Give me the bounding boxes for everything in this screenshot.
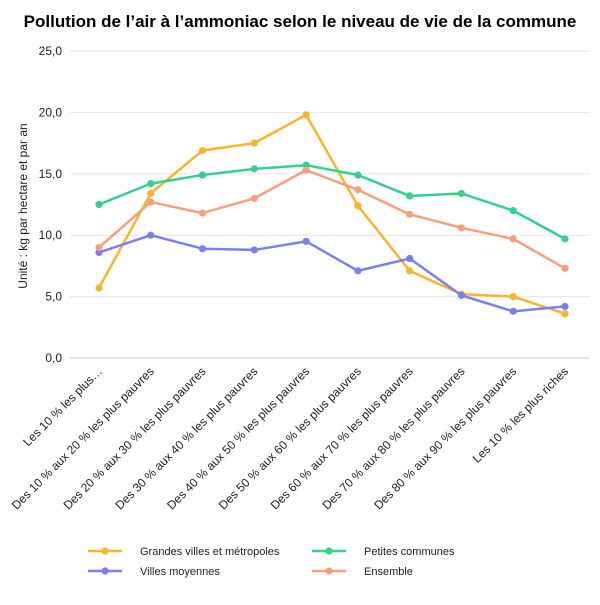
data-point[interactable] bbox=[147, 198, 155, 206]
data-point[interactable] bbox=[509, 293, 517, 301]
data-point[interactable] bbox=[147, 231, 155, 239]
legend-label: Ensemble bbox=[364, 566, 413, 578]
series-line bbox=[98, 168, 566, 270]
data-point[interactable] bbox=[509, 207, 517, 215]
legend: Grandes villes et métropoles Petites comm… bbox=[88, 546, 455, 578]
legend-swatch-marker bbox=[101, 567, 109, 575]
legend-item[interactable]: Petites communes bbox=[312, 546, 455, 558]
legend-swatch-marker bbox=[101, 547, 109, 555]
data-point[interactable] bbox=[457, 189, 466, 198]
series-line bbox=[98, 163, 566, 240]
x-tick-label: Les 10 % les plus riches bbox=[470, 364, 571, 465]
legend-label: Grandes villes et métropoles bbox=[140, 546, 280, 558]
legend-item[interactable]: Ensemble bbox=[312, 566, 413, 578]
series-2 bbox=[95, 231, 569, 315]
data-point[interactable] bbox=[406, 267, 414, 275]
data-point[interactable] bbox=[95, 284, 103, 292]
data-point[interactable] bbox=[561, 302, 569, 311]
data-point[interactable] bbox=[406, 254, 414, 263]
data-point[interactable] bbox=[302, 111, 310, 119]
series-3 bbox=[95, 166, 569, 272]
data-point[interactable] bbox=[302, 166, 310, 174]
data-point[interactable] bbox=[250, 194, 258, 202]
y-tick-label: 10,0 bbox=[39, 228, 63, 242]
data-point[interactable] bbox=[95, 243, 103, 252]
y-tick-label: 0,0 bbox=[45, 351, 62, 365]
y-tick-label: 5,0 bbox=[45, 290, 62, 304]
series-1 bbox=[95, 161, 569, 243]
data-point[interactable] bbox=[561, 264, 569, 272]
data-point[interactable] bbox=[509, 307, 517, 315]
data-point[interactable] bbox=[561, 310, 569, 318]
legend-item[interactable]: Grandes villes et métropoles bbox=[88, 546, 280, 558]
legend-label: Villes moyennes bbox=[140, 566, 220, 578]
data-point[interactable] bbox=[561, 235, 569, 243]
data-point[interactable] bbox=[354, 202, 362, 210]
chart-title: Pollution de l’air à l’ammoniac selon le… bbox=[24, 12, 577, 31]
data-point[interactable] bbox=[250, 246, 258, 254]
data-point[interactable] bbox=[250, 165, 258, 173]
data-point[interactable] bbox=[406, 192, 414, 200]
series-line bbox=[97, 113, 566, 315]
data-point[interactable] bbox=[147, 180, 155, 188]
legend-swatch-marker bbox=[325, 567, 333, 575]
data-point[interactable] bbox=[198, 245, 207, 253]
legend-label: Petites communes bbox=[364, 546, 455, 558]
data-point[interactable] bbox=[147, 189, 155, 198]
data-point[interactable] bbox=[406, 210, 414, 218]
data-point[interactable] bbox=[354, 171, 362, 179]
data-point[interactable] bbox=[509, 235, 517, 243]
legend-swatch-marker bbox=[325, 547, 333, 555]
data-point[interactable] bbox=[354, 186, 362, 194]
data-point[interactable] bbox=[95, 200, 103, 209]
series-lines bbox=[95, 111, 569, 318]
x-axis-ticks: Les 10 % les plus…Des 10 % aux 20 % les … bbox=[9, 364, 571, 512]
data-point[interactable] bbox=[302, 237, 310, 245]
data-point[interactable] bbox=[457, 224, 466, 232]
series-0 bbox=[95, 111, 569, 318]
y-axis-ticks: 0,0 5,0 10,0 15,0 20,0 25,0 bbox=[39, 44, 63, 365]
data-point[interactable] bbox=[354, 267, 362, 275]
y-tick-label: 20,0 bbox=[39, 105, 63, 119]
data-point[interactable] bbox=[198, 209, 207, 217]
y-tick-label: 25,0 bbox=[39, 44, 63, 58]
y-tick-label: 15,0 bbox=[39, 167, 63, 181]
grid-lines bbox=[70, 50, 590, 359]
y-axis-label: Unité : kg par hectare et par an bbox=[16, 123, 30, 288]
data-point[interactable] bbox=[198, 146, 207, 155]
series-line bbox=[98, 233, 566, 313]
legend-item[interactable]: Villes moyennes bbox=[88, 566, 220, 578]
data-point[interactable] bbox=[250, 139, 258, 147]
data-point[interactable] bbox=[457, 291, 466, 299]
data-point[interactable] bbox=[198, 171, 207, 179]
